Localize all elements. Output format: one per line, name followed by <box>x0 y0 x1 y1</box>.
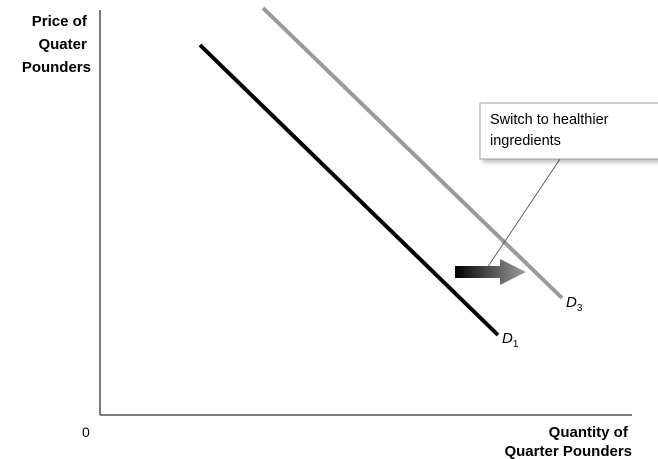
curve-label-d3: D3 <box>566 294 583 314</box>
curve-label-d1: D1 <box>502 330 519 350</box>
origin-label: 0 <box>82 424 90 440</box>
shift-arrow <box>455 259 526 285</box>
demand-curve-d3 <box>261 6 564 300</box>
x-axis-label: Quantity of Quarter Pounders <box>504 424 632 459</box>
callout-text: Switch to healthier ingredients <box>490 112 613 149</box>
callout-box <box>479 102 658 160</box>
y-axis-label: Price of Quater Pounders <box>22 13 91 76</box>
callout-leader-line <box>484 158 561 272</box>
demand-curve-d1 <box>198 43 500 337</box>
